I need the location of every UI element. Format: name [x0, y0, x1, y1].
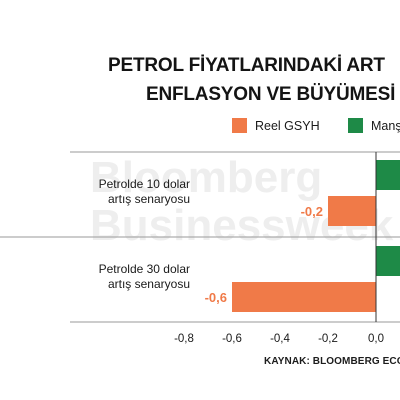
bar-reel-gsyh-2	[232, 282, 376, 312]
x-tick-label-5: 0,0	[368, 333, 384, 345]
data-label-reel-gsyh-1: -0,2	[301, 204, 323, 219]
legend-swatch-reel-gsyh	[232, 118, 247, 133]
x-tick-label-1: -0,8	[174, 333, 194, 345]
category-label-2-line-2: artış senaryosu	[108, 277, 190, 291]
x-tick-label-2: -0,6	[222, 333, 242, 345]
watermark-line-1: Bloomberg	[90, 153, 322, 202]
source-note: KAYNAK: BLOOMBERG ECO	[264, 356, 400, 367]
category-label-2-line-1: Petrolde 30 dolar	[99, 262, 190, 276]
chart-title-line-2: ENFLASYON VE BÜYÜMESİ	[146, 84, 396, 105]
legend-item-reel-gsyh: Reel GSYH	[232, 118, 320, 133]
legend-label-reel-gsyh: Reel GSYH	[255, 118, 320, 133]
legend-item-second-series: Manş	[348, 118, 400, 133]
data-label-reel-gsyh-2: -0,6	[205, 290, 227, 305]
x-tick-label-3: -0,4	[270, 333, 290, 345]
legend-swatch-second-series	[348, 118, 363, 133]
bar-second-series-2	[376, 246, 400, 276]
chart-title-line-1: PETROL FİYATLARINDAKİ ART	[108, 55, 385, 76]
category-label-1-line-2: artış senaryosu	[108, 192, 190, 206]
category-label-1-line-1: Petrolde 10 dolar	[99, 177, 190, 191]
x-tick-label-4: -0,2	[318, 333, 338, 345]
legend-label-second-series: Manş	[371, 118, 400, 133]
bar-second-series-1	[376, 160, 400, 190]
bar-reel-gsyh-1	[328, 196, 376, 226]
